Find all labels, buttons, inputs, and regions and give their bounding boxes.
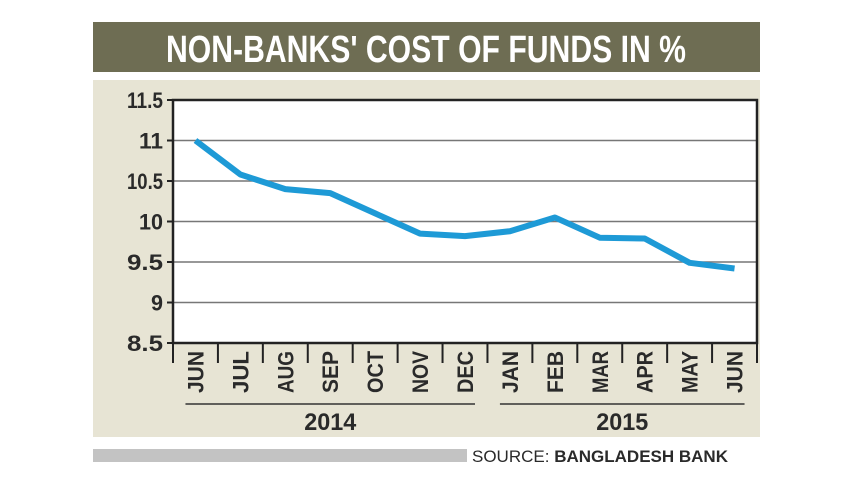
x-tick-label: JUL [228, 351, 253, 393]
source-label: SOURCE: BANGLADESH BANK [472, 447, 729, 466]
x-tick-label: MAR [588, 351, 613, 393]
x-tick-label: OCT [363, 351, 388, 393]
x-tick-label: DEC [453, 351, 478, 393]
year-label: 2015 [596, 409, 648, 436]
x-tick-label: AUG [273, 351, 298, 393]
plot-border [171, 98, 759, 345]
x-tick-label: NOV [408, 351, 433, 393]
y-tick-label: 8.5 [127, 331, 163, 356]
x-tick-label: APR [633, 351, 658, 393]
y-tick-label: 9.5 [127, 250, 163, 275]
x-tick-label: JUN [723, 351, 748, 393]
y-tick-label: 11 [139, 129, 163, 154]
source-bar [93, 449, 467, 462]
x-tick-label: MAY [678, 351, 703, 393]
x-tick-label: JAN [498, 351, 523, 393]
series-line [193, 138, 735, 272]
y-tick-label: 10.5 [127, 169, 163, 194]
x-tick-label: JUN [183, 351, 208, 393]
y-tick-label: 11.5 [127, 88, 163, 113]
y-tick-label: 10 [139, 210, 163, 235]
year-label: 2014 [304, 409, 357, 436]
y-tick-label: 9 [151, 291, 163, 316]
chart-title: NON-BANKS' COST OF FUNDS IN % [166, 29, 686, 71]
x-tick-label: SEP [318, 351, 343, 393]
title-bar [93, 22, 760, 72]
x-tick-label: FEB [543, 351, 568, 393]
